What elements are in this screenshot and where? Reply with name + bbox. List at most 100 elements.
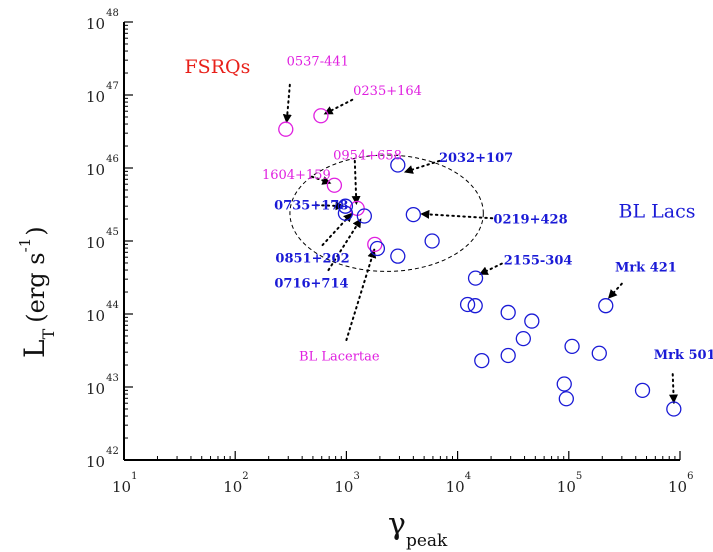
bl-data-point <box>598 298 614 314</box>
annotation-arrow <box>478 262 503 276</box>
annotation-arrow <box>310 175 332 185</box>
annotation-arrow <box>351 159 361 206</box>
bl-data-point <box>634 382 651 398</box>
x-tick-label: 106 <box>668 471 693 496</box>
x-tick-base: 10 <box>557 478 576 496</box>
y-tick-base: 10 <box>86 15 105 33</box>
bl-data-point <box>515 330 531 347</box>
x-tick-exponent: 1 <box>131 471 137 482</box>
y-axis-symbol: L <box>18 339 51 358</box>
y-axis-unit-exponent: -1 <box>16 238 34 253</box>
annotation-arrow <box>315 201 345 211</box>
bl-data-point <box>524 313 540 329</box>
annotation-arrow <box>282 83 292 124</box>
y-tick-base: 10 <box>86 453 105 471</box>
annotation-label: 0235+164 <box>353 84 422 99</box>
fsrq-data-point <box>367 236 383 252</box>
y-axis-title: LT (erg s-1) <box>16 226 58 358</box>
bl-data-point <box>369 240 386 257</box>
bl-data-point <box>467 270 484 286</box>
bl-data-point <box>467 298 483 314</box>
y-tick-exponent: 48 <box>106 8 119 19</box>
y-tick-exponent: 43 <box>106 373 119 384</box>
y-tick-exponent: 45 <box>106 227 119 238</box>
x-tick-label: 105 <box>557 471 582 496</box>
x-tick-exponent: 3 <box>353 471 359 482</box>
y-axis-unit-close: ) <box>22 226 50 235</box>
y-tick-base: 10 <box>86 380 105 398</box>
x-tick-base: 10 <box>334 478 353 496</box>
y-tick-base: 10 <box>86 307 105 325</box>
y-tick-label: 1044 <box>86 300 119 325</box>
x-tick-label: 104 <box>446 471 471 496</box>
fsrq-data-point <box>313 108 329 124</box>
bl-data-point <box>337 205 354 221</box>
bl-data-point <box>591 345 607 361</box>
fsrq-data-point <box>326 177 343 193</box>
y-tick-label: 1047 <box>86 81 119 106</box>
x-tick-label: 103 <box>334 471 359 496</box>
annotation-arrow <box>607 282 623 300</box>
x-tick-exponent: 6 <box>687 471 693 482</box>
y-tick-exponent: 47 <box>106 81 119 92</box>
y-axis-unit: (erg s <box>22 252 50 322</box>
annotation-arrow <box>420 209 494 220</box>
annotation-label: 0735+178 <box>274 199 348 214</box>
x-tick-base: 10 <box>668 478 687 496</box>
fsrq-data-point <box>278 121 294 137</box>
annotation-label: BL Lacertae <box>299 350 380 365</box>
annotation-label: Mrk 501 <box>654 348 713 363</box>
x-tick-exponent: 4 <box>465 471 471 482</box>
annotation-label: 1604+159 <box>262 168 331 183</box>
bl-data-point <box>405 206 421 223</box>
y-tick-base: 10 <box>86 234 105 252</box>
bl-data-point <box>474 352 490 369</box>
data-points <box>278 108 682 417</box>
annotation-label: 0716+714 <box>274 277 348 292</box>
annotation-arrow <box>403 159 441 174</box>
y-tick-label: 1042 <box>86 446 119 471</box>
y-tick-exponent: 44 <box>106 300 119 311</box>
bl-data-point <box>666 401 682 417</box>
class-label: BL Lacs <box>619 200 696 222</box>
annotation-label: 0219+428 <box>493 212 567 227</box>
bl-data-point <box>459 296 476 313</box>
x-tick-exponent: 2 <box>242 471 248 482</box>
x-axis-subscript: peak <box>406 531 448 551</box>
bl-data-point <box>390 248 406 264</box>
annotation-arrow <box>321 212 353 247</box>
class-label: FSRQs <box>185 56 251 78</box>
y-tick-label: 1048 <box>86 8 119 33</box>
bl-data-point <box>424 233 440 249</box>
y-tick-base: 10 <box>86 161 105 179</box>
plot-frame <box>123 21 681 461</box>
annotation-label: 0954+658 <box>333 149 402 164</box>
annotation-label: 0851+202 <box>275 251 349 266</box>
x-tick-label: 102 <box>223 471 248 496</box>
y-tick-exponent: 42 <box>106 446 119 457</box>
annotation-label: 0537-441 <box>287 54 349 69</box>
y-tick-base: 10 <box>86 88 105 106</box>
bl-group-ellipse <box>289 154 484 272</box>
annotation-label: Mrk 421 <box>615 261 677 276</box>
bl-data-point <box>390 157 406 173</box>
x-tick-base: 10 <box>446 478 465 496</box>
x-axis-symbol: γ <box>388 507 406 542</box>
y-tick-label: 1043 <box>86 373 119 398</box>
annotation-label: 2032+107 <box>439 151 513 166</box>
annotation-arrow <box>323 98 354 115</box>
x-tick-label: 101 <box>112 471 137 496</box>
y-tick-exponent: 46 <box>106 154 119 165</box>
bl-data-point <box>556 376 572 392</box>
bl-data-point <box>500 347 516 364</box>
y-axis-subscript: T <box>39 328 58 339</box>
bl-data-point <box>337 198 354 214</box>
annotation-label: 2155-304 <box>504 253 573 268</box>
y-tick-label: 1046 <box>86 154 119 179</box>
x-tick-base: 10 <box>223 478 242 496</box>
axis-labels: 1011021031041051061042104310441045104610… <box>16 8 693 551</box>
bl-data-point <box>500 304 516 321</box>
annotation-arrow <box>669 373 679 404</box>
